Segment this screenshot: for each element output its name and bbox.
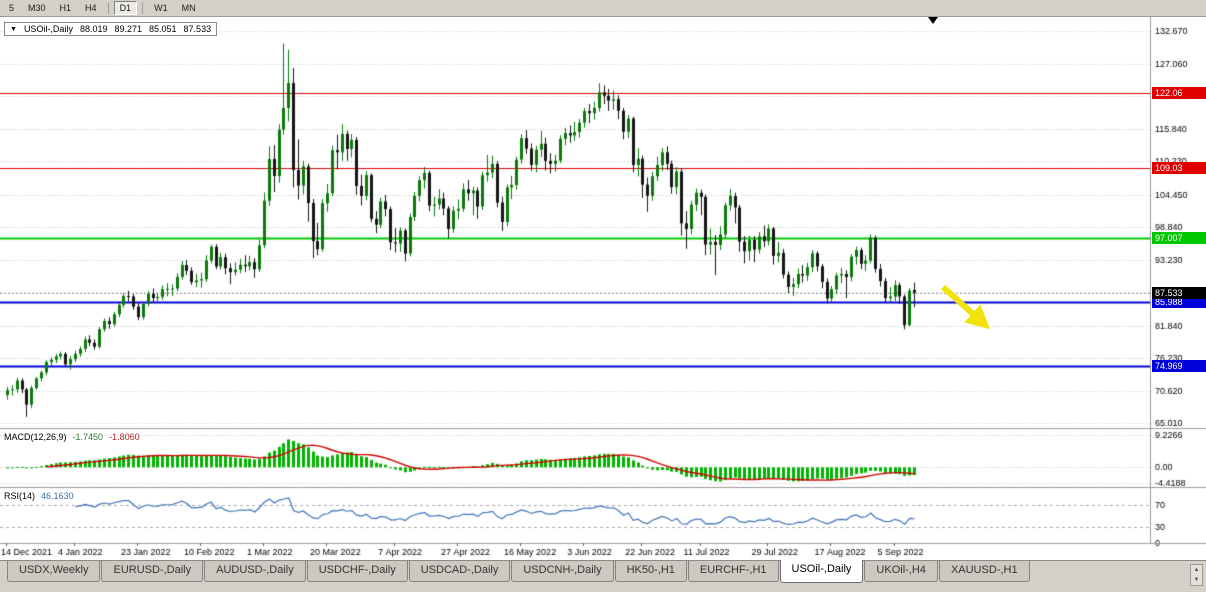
macd-main-value: -1.7450: [72, 432, 104, 442]
ohlc-open-value: 88.019: [79, 24, 108, 34]
price-level-label: 97.007: [1152, 232, 1206, 244]
macd-signal-value: -1.8060: [109, 432, 140, 442]
rsi-name: RSI(14): [4, 491, 36, 501]
tab-xauusd-h1[interactable]: XAUUSD-,H1: [938, 561, 1030, 582]
chart-symbol-label: USOil-,Daily: [23, 24, 73, 34]
tab-usdcnh-daily[interactable]: USDCNH-,Daily: [511, 561, 614, 582]
timeframe-button-d1[interactable]: D1: [113, 1, 138, 15]
timeframe-button-h4[interactable]: H4: [85, 3, 97, 13]
price-level-label: 122.06: [1152, 87, 1206, 99]
symbol-dropdown-icon[interactable]: ▼: [10, 25, 17, 33]
chart-tabs-bar: USDX,Weekly EURUSD-,Daily AUDUSD-,Daily …: [0, 560, 1206, 592]
price-level-label: 109.03: [1152, 162, 1206, 174]
chart-shift-icon[interactable]: [928, 17, 938, 24]
toolbar-separator: [107, 2, 109, 14]
tab-scroll-up-icon[interactable]: ▲: [1193, 567, 1200, 573]
chart-symbol-ohlc-box: ▼ USOil-,Daily 88.019 89.271 85.051 87.5…: [4, 22, 218, 36]
chart-area: ▼ USOil-,Daily 88.019 89.271 85.051 87.5…: [0, 17, 1206, 560]
toolbar-separator: [142, 2, 144, 14]
price-level-label: 85.988: [1152, 296, 1206, 308]
tab-eurusd-daily[interactable]: EURUSD-,Daily: [101, 561, 204, 582]
ohlc-low-value: 85.051: [149, 24, 177, 34]
tab-usoil-daily[interactable]: USOil-,Daily: [779, 560, 864, 583]
price-level-label: 74.969: [1152, 360, 1206, 372]
ohlc-close-value: 87.533: [183, 24, 212, 34]
tab-scroll-control: ▲ ▼: [1190, 564, 1203, 586]
tab-audusd-daily[interactable]: AUDUSD-,Daily: [204, 561, 306, 582]
tab-hk50-h1[interactable]: HK50-,H1: [614, 561, 687, 582]
timeframe-button-w1[interactable]: W1: [154, 3, 168, 13]
timeframe-toolbar: 5 M30 H1 H4 D1 W1 MN: [0, 0, 1206, 17]
tab-eurchf-h1[interactable]: EURCHF-,H1: [687, 561, 779, 582]
rsi-indicator-label: RSI(14) 46.1630: [4, 491, 74, 501]
tab-usdcad-daily[interactable]: USDCAD-,Daily: [408, 561, 511, 582]
tab-usdchf-daily[interactable]: USDCHF-,Daily: [306, 561, 408, 582]
tab-ukoil-h4[interactable]: UKOil-,H4: [864, 561, 938, 582]
price-chart-canvas[interactable]: [0, 17, 1206, 560]
ohlc-high-value: 89.271: [114, 24, 143, 34]
timeframe-button-h1[interactable]: H1: [59, 3, 72, 13]
macd-indicator-label: MACD(12,26,9) -1.7450 -1.8060: [4, 432, 140, 442]
rsi-value: 46.1630: [41, 491, 74, 501]
timeframe-button-mn[interactable]: MN: [181, 3, 196, 13]
trend-arrow-annotation[interactable]: [935, 277, 1007, 341]
timeframe-button-m5[interactable]: 5: [9, 3, 15, 13]
current-price-label: 87.533: [1152, 287, 1206, 299]
macd-name: MACD(12,26,9): [4, 432, 67, 442]
tab-usdx-weekly[interactable]: USDX,Weekly: [7, 561, 101, 582]
timeframe-button-m30[interactable]: M30: [28, 3, 46, 13]
tab-scroll-down-icon[interactable]: ▼: [1193, 577, 1200, 583]
